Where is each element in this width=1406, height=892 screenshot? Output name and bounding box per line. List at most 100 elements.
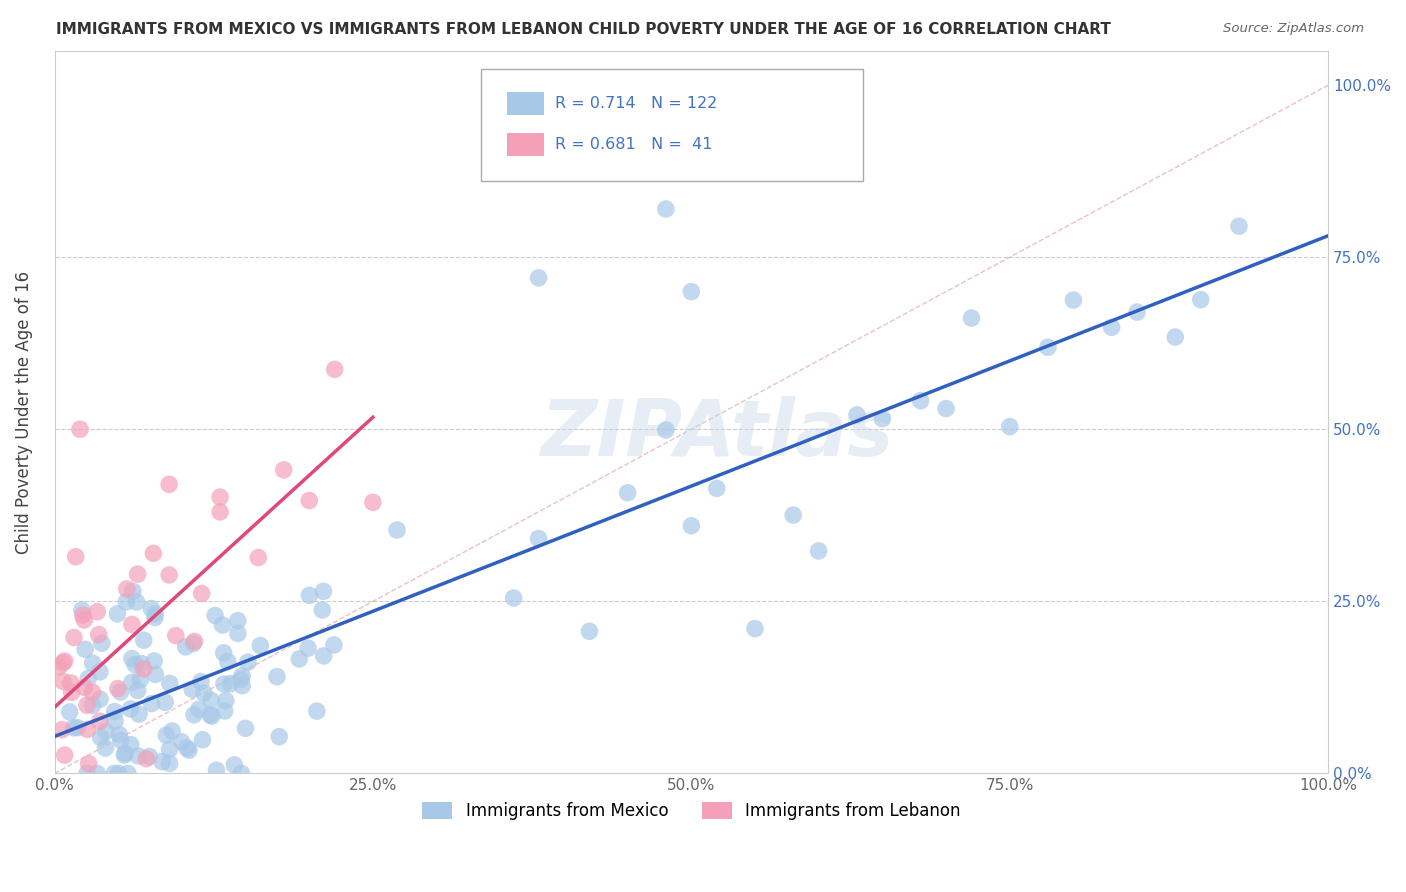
Point <box>135 752 157 766</box>
Point <box>190 674 212 689</box>
Point <box>187 702 209 716</box>
Point <box>231 669 253 683</box>
Point <box>53 654 76 668</box>
Point <box>385 523 408 537</box>
Point <box>86 835 108 849</box>
Point <box>170 735 193 749</box>
Point <box>82 698 104 713</box>
Point <box>86 766 108 780</box>
Point <box>706 482 728 496</box>
Point <box>201 709 224 723</box>
Point <box>75 642 97 657</box>
Point <box>155 728 177 742</box>
Point <box>502 591 524 605</box>
Point <box>107 766 129 780</box>
Point <box>127 567 149 582</box>
Point <box>311 603 333 617</box>
Point <box>160 724 183 739</box>
FancyBboxPatch shape <box>506 92 544 115</box>
Point <box>190 586 212 600</box>
Point <box>217 655 239 669</box>
Point <box>104 714 127 728</box>
Point <box>69 422 91 436</box>
Point <box>312 584 335 599</box>
Point <box>236 655 259 669</box>
Point <box>205 763 228 777</box>
Point <box>138 749 160 764</box>
Point <box>127 748 149 763</box>
Point <box>89 692 111 706</box>
Point <box>297 641 319 656</box>
Point <box>132 633 155 648</box>
Point <box>46 780 69 794</box>
Point <box>204 608 226 623</box>
Point <box>62 721 84 735</box>
Point <box>224 758 246 772</box>
FancyBboxPatch shape <box>481 69 863 181</box>
Point <box>183 707 205 722</box>
Point <box>226 626 249 640</box>
Point <box>1126 305 1149 319</box>
Point <box>215 693 238 707</box>
Point <box>89 714 111 729</box>
Point <box>142 546 165 560</box>
Point <box>141 601 163 615</box>
Point <box>782 508 804 522</box>
Point <box>159 676 181 690</box>
Point <box>1062 293 1084 307</box>
Point <box>361 495 384 509</box>
Point <box>200 707 222 722</box>
Point <box>212 646 235 660</box>
Point <box>59 676 82 690</box>
Point <box>122 584 145 599</box>
Point <box>231 766 253 780</box>
Point <box>107 681 129 696</box>
Point <box>127 683 149 698</box>
Point <box>52 835 75 849</box>
Point <box>129 673 152 687</box>
Point <box>1189 293 1212 307</box>
Point <box>1227 219 1250 234</box>
Text: R = 0.681   N =  41: R = 0.681 N = 41 <box>555 137 713 153</box>
Point <box>73 681 96 695</box>
Point <box>998 419 1021 434</box>
Point <box>63 631 86 645</box>
Point <box>124 657 146 672</box>
Point <box>89 665 111 679</box>
Point <box>231 679 253 693</box>
Point <box>681 518 703 533</box>
Point <box>1036 340 1059 354</box>
Point <box>183 636 205 650</box>
Point <box>845 408 868 422</box>
Point <box>60 685 83 699</box>
Point <box>935 401 957 416</box>
Point <box>107 607 129 621</box>
Point <box>219 677 242 691</box>
Point <box>72 608 94 623</box>
Point <box>183 634 205 648</box>
Point <box>527 270 550 285</box>
Point <box>247 550 270 565</box>
Point <box>76 766 98 780</box>
Point <box>298 588 321 602</box>
Point <box>75 792 97 806</box>
Point <box>312 648 335 663</box>
Point <box>191 732 214 747</box>
Point <box>681 285 703 299</box>
Point <box>200 693 222 707</box>
Point <box>655 202 678 216</box>
Point <box>94 724 117 739</box>
Point <box>115 582 138 596</box>
Point <box>120 702 142 716</box>
Point <box>128 707 150 722</box>
Point <box>112 747 135 762</box>
Point <box>872 411 894 425</box>
Point <box>108 727 131 741</box>
Text: Source: ZipAtlas.com: Source: ZipAtlas.com <box>1223 22 1364 36</box>
Point <box>77 756 100 771</box>
Point <box>52 656 75 670</box>
Point <box>66 721 89 735</box>
Point <box>226 614 249 628</box>
Text: R = 0.714   N = 122: R = 0.714 N = 122 <box>555 96 717 111</box>
Point <box>121 675 143 690</box>
